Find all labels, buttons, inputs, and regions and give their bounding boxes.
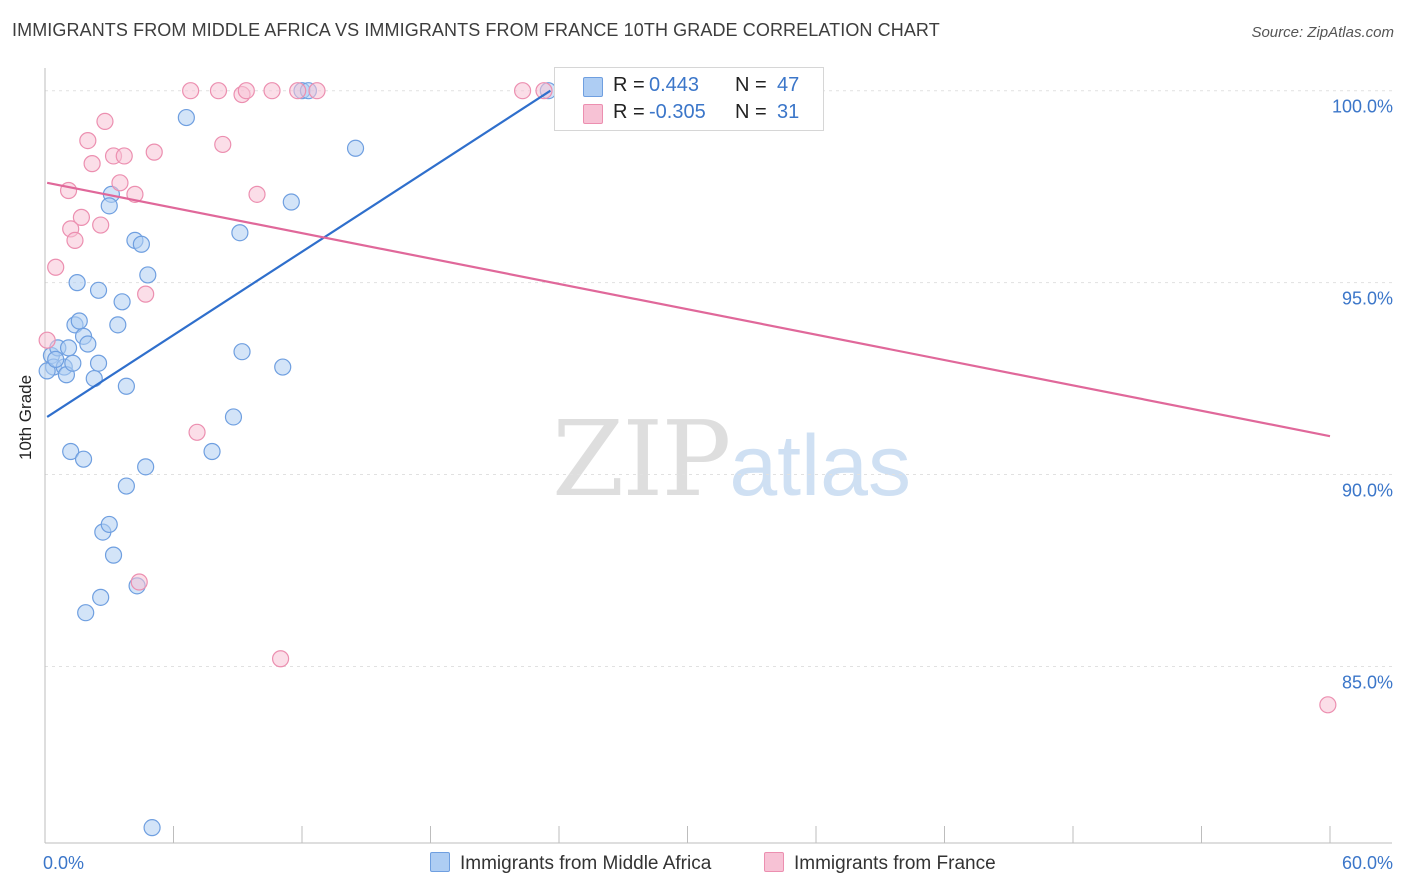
point-middle-africa xyxy=(117,377,135,395)
point-middle-africa xyxy=(274,358,292,376)
watermark-atlas: atlas xyxy=(729,418,911,514)
point-france xyxy=(115,147,133,165)
x-tick-label: 0.0% xyxy=(43,853,84,873)
point-middle-africa xyxy=(282,193,300,211)
point-middle-africa xyxy=(100,515,118,534)
point-france xyxy=(72,208,91,226)
point-france xyxy=(66,231,84,249)
legend-n-value: 31 xyxy=(777,101,800,123)
y-tick-label: 85.0% xyxy=(1342,672,1393,692)
bottom-legend-middle-africa: Immigrants from Middle Africa xyxy=(430,852,711,875)
point-france xyxy=(111,174,129,192)
y-axis-label: 10th Grade xyxy=(16,374,35,460)
x-tick-label: 60.0% xyxy=(1342,853,1393,873)
bottom-legend-label: Immigrants from France xyxy=(794,853,996,874)
point-middle-africa xyxy=(85,369,103,388)
point-middle-africa xyxy=(89,281,108,299)
legend-r-label: R = xyxy=(613,74,645,96)
point-middle-africa xyxy=(74,450,93,468)
point-middle-africa xyxy=(224,408,243,426)
point-middle-africa xyxy=(70,312,88,330)
point-middle-africa xyxy=(104,546,123,564)
point-middle-africa xyxy=(64,354,82,372)
point-middle-africa xyxy=(203,442,221,461)
point-france xyxy=(92,216,110,234)
point-france xyxy=(188,423,206,441)
point-middle-africa xyxy=(79,335,97,353)
point-middle-africa xyxy=(59,339,78,357)
point-middle-africa xyxy=(346,139,365,157)
point-france xyxy=(535,82,553,100)
point-france xyxy=(214,135,232,154)
point-france xyxy=(137,285,155,303)
bottom-legend-france: Immigrants from France xyxy=(764,852,996,875)
point-france xyxy=(79,132,97,150)
zipatlas-watermark: ZIPatlas xyxy=(552,398,911,520)
legend-r-value: 0.443 xyxy=(649,74,700,96)
legend-n-label: N = xyxy=(735,74,767,96)
point-middle-africa xyxy=(109,316,127,334)
point-middle-africa xyxy=(68,274,86,292)
point-middle-africa xyxy=(177,108,195,127)
y-tick-label: 95.0% xyxy=(1342,289,1393,309)
chart-source: Source: ZipAtlas.com xyxy=(1251,24,1394,41)
point-middle-africa xyxy=(47,350,65,368)
point-france xyxy=(209,82,228,100)
point-france xyxy=(83,155,101,173)
point-france xyxy=(263,82,281,100)
legend-n-label: N = xyxy=(735,101,767,123)
point-middle-africa xyxy=(89,354,108,372)
bottom-legend-swatch-france xyxy=(764,852,784,872)
point-middle-africa xyxy=(92,588,110,606)
legend-swatch-middle-africa xyxy=(583,77,603,97)
point-france xyxy=(38,331,56,349)
point-france xyxy=(308,82,326,100)
point-france xyxy=(96,112,114,131)
point-france xyxy=(289,82,307,100)
point-middle-africa xyxy=(38,362,56,380)
point-middle-africa xyxy=(77,604,95,622)
point-france xyxy=(271,650,290,668)
trendline-middle-africa xyxy=(46,89,552,418)
point-france xyxy=(47,258,65,276)
point-france xyxy=(248,185,266,203)
point-middle-africa xyxy=(62,442,80,461)
point-france xyxy=(237,82,255,100)
bottom-legend-swatch-middle-africa xyxy=(430,852,450,872)
y-tick-label: 100.0% xyxy=(1332,97,1393,117)
y-tick-label: 90.0% xyxy=(1342,481,1393,501)
point-france xyxy=(182,82,200,100)
legend-r-value: -0.305 xyxy=(649,101,706,123)
stats-legend: R = 0.443 N = 47 R = -0.305 N = 31 xyxy=(554,67,824,131)
point-middle-africa xyxy=(100,197,118,215)
point-middle-africa xyxy=(143,819,161,837)
point-middle-africa xyxy=(132,235,150,253)
point-middle-africa xyxy=(117,477,135,495)
point-france xyxy=(1319,696,1337,714)
point-middle-africa xyxy=(233,343,251,361)
legend-n-value: 47 xyxy=(777,74,800,96)
point-france xyxy=(145,143,163,161)
point-middle-africa xyxy=(139,266,157,284)
point-middle-africa xyxy=(231,224,249,242)
point-france xyxy=(130,573,148,591)
watermark-zip: ZIP xyxy=(552,398,731,520)
trendline-france xyxy=(46,181,1331,438)
point-middle-africa xyxy=(137,458,155,476)
legend-swatch-france xyxy=(583,104,603,124)
chart-title: IMMIGRANTS FROM MIDDLE AFRICA VS IMMIGRA… xyxy=(12,20,940,40)
bottom-legend-label: Immigrants from Middle Africa xyxy=(460,853,712,874)
point-middle-africa xyxy=(113,293,131,311)
point-france xyxy=(513,82,532,100)
legend-r-label: R = xyxy=(613,101,645,123)
